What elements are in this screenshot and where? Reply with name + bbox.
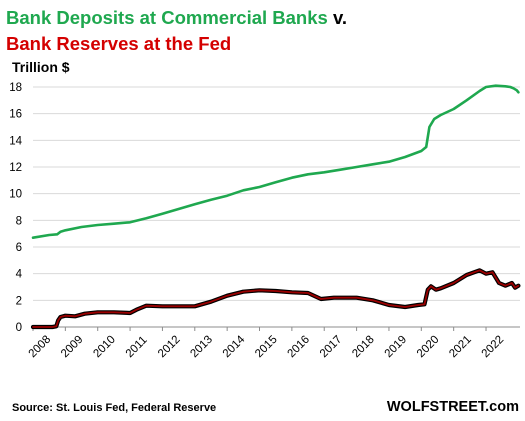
y-tick-label-6: 6 bbox=[16, 242, 22, 254]
series-line-reserves-outline bbox=[30, 268, 521, 330]
y-tick-label-8: 8 bbox=[16, 215, 22, 227]
y-tick-label-18: 18 bbox=[9, 82, 22, 94]
x-tick-label-2022: 2022 bbox=[480, 334, 507, 361]
x-tick-label-2009: 2009 bbox=[59, 334, 86, 361]
y-tick-label-2: 2 bbox=[16, 295, 22, 307]
x-tick-label-2015: 2015 bbox=[253, 334, 280, 361]
source-note: Source: St. Louis Fed, Federal Reserve bbox=[12, 402, 216, 414]
x-axis-tick-labels: 2008 2009 2010 2011 2012 2013 2014 2015 2016 2017… bbox=[27, 327, 507, 361]
y-tick-label-12: 12 bbox=[9, 162, 22, 174]
series-lines bbox=[30, 84, 521, 330]
x-tick-label-2008: 2008 bbox=[27, 334, 54, 361]
series-line-deposits bbox=[31, 84, 520, 239]
y-tick-label-4: 4 bbox=[16, 269, 23, 281]
x-tick-label-2018: 2018 bbox=[350, 334, 377, 361]
brand-watermark: WOLFSTREET.com bbox=[387, 399, 519, 415]
chart-title-deposits: Bank Deposits at Commercial Banks bbox=[6, 7, 328, 28]
x-tick-label-2020: 2020 bbox=[415, 334, 442, 361]
x-tick-label-2011: 2011 bbox=[124, 334, 150, 360]
y-tick-label-0: 0 bbox=[16, 322, 22, 334]
chart-title-line1: Bank Deposits at Commercial Banks v. bbox=[6, 7, 347, 28]
gridlines bbox=[33, 86, 520, 328]
x-tick-label-2016: 2016 bbox=[286, 334, 313, 361]
y-axis-tick-labels: 0 2 4 6 8 10 12 14 16 18 bbox=[9, 82, 22, 334]
x-tick-label-2012: 2012 bbox=[156, 334, 183, 361]
series-line-reserves bbox=[32, 269, 520, 328]
x-tick-label-2013: 2013 bbox=[188, 334, 215, 361]
chart-title-reserves: Bank Reserves at the Fed bbox=[6, 33, 231, 54]
y-tick-label-16: 16 bbox=[9, 109, 22, 121]
x-tick-label-2017: 2017 bbox=[318, 334, 345, 361]
x-tick-label-2010: 2010 bbox=[91, 334, 118, 361]
y-tick-label-10: 10 bbox=[9, 189, 22, 201]
x-tick-label-2021: 2021 bbox=[447, 334, 474, 361]
y-tick-label-14: 14 bbox=[9, 135, 22, 147]
y-axis-unit-label: Trillion $ bbox=[12, 59, 70, 75]
x-tick-label-2014: 2014 bbox=[221, 333, 248, 360]
chart-title-versus: v. bbox=[328, 7, 347, 28]
x-tick-label-2019: 2019 bbox=[383, 334, 410, 361]
